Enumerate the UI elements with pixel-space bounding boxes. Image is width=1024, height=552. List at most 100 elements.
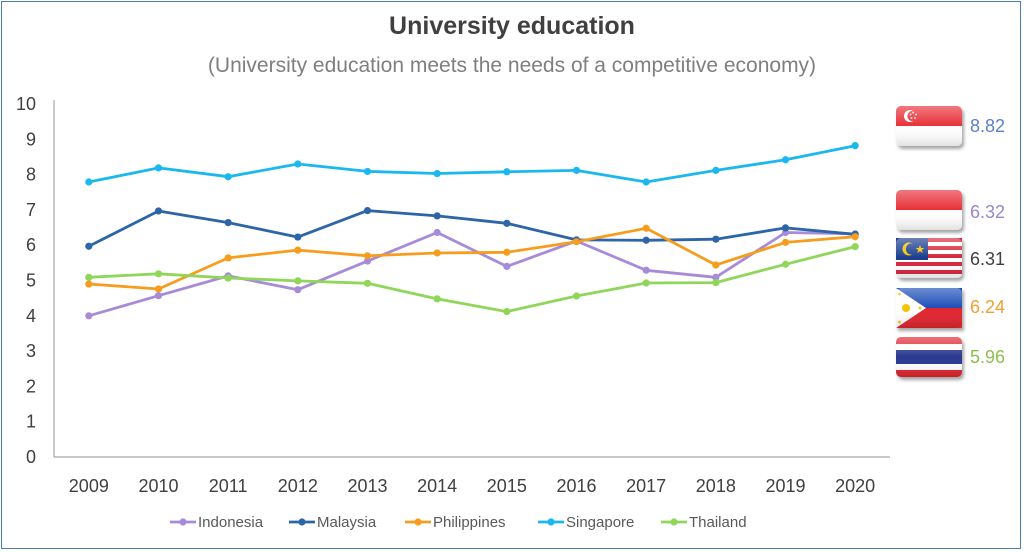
flag-value-singapore: 8.82 xyxy=(970,116,1005,136)
data-point-malaysia xyxy=(433,212,441,220)
data-point-philippines xyxy=(433,249,441,257)
data-point-thailand xyxy=(503,307,511,316)
x-tick-label: 2009 xyxy=(69,476,109,496)
data-point-thailand xyxy=(642,279,650,287)
x-tick-label: 2013 xyxy=(347,476,387,496)
data-point-thailand xyxy=(433,295,441,303)
data-point-singapore xyxy=(294,160,302,168)
legend-item-thailand: Thailand xyxy=(661,514,747,531)
data-point-malaysia xyxy=(294,233,302,241)
y-tick-label: 9 xyxy=(26,129,36,149)
x-tick-label: 2015 xyxy=(487,476,527,496)
series-line-malaysia xyxy=(88,209,856,248)
data-point-indonesia xyxy=(85,312,93,320)
legend-label: Singapore xyxy=(566,514,634,531)
data-point-philippines xyxy=(154,285,163,293)
data-point-singapore xyxy=(85,178,93,186)
y-tick-label: 8 xyxy=(26,165,36,185)
data-point-thailand xyxy=(154,270,163,278)
data-point-singapore xyxy=(154,164,163,172)
data-point-indonesia xyxy=(712,273,720,281)
data-point-malaysia xyxy=(224,219,232,227)
series-line-singapore xyxy=(88,144,856,184)
legend-item-singapore: Singapore xyxy=(538,514,634,531)
y-tick-label: 7 xyxy=(26,200,36,220)
data-point-philippines xyxy=(781,238,790,246)
data-point-singapore xyxy=(503,168,511,176)
y-tick-label: 6 xyxy=(26,235,36,255)
data-point-philippines xyxy=(294,246,302,254)
data-point-thailand xyxy=(363,279,372,287)
data-point-singapore xyxy=(781,156,790,164)
y-tick-label: 5 xyxy=(26,271,36,291)
data-point-indonesia xyxy=(433,228,441,237)
legend-marker xyxy=(298,518,306,526)
x-tick-label: 2010 xyxy=(138,476,178,496)
y-tick-label: 1 xyxy=(26,412,36,432)
x-tick-label: 2019 xyxy=(765,476,805,496)
data-point-indonesia xyxy=(363,257,372,265)
y-tick-label: 0 xyxy=(26,447,36,467)
data-point-malaysia xyxy=(85,242,93,250)
x-tick-label: 2017 xyxy=(626,476,666,496)
data-point-singapore xyxy=(433,169,441,178)
legend-marker xyxy=(670,518,678,526)
x-tick-label: 2016 xyxy=(556,476,596,496)
legend-marker xyxy=(414,518,422,526)
y-tick-label: 10 xyxy=(16,94,36,114)
legend-marker xyxy=(547,518,555,526)
data-point-philippines xyxy=(224,254,232,262)
x-tick-label: 2020 xyxy=(835,476,875,496)
legend-item-indonesia: Indonesia xyxy=(170,514,264,531)
data-point-singapore xyxy=(224,173,232,181)
thailand-flag-icon xyxy=(896,337,962,377)
data-point-singapore xyxy=(712,166,720,174)
data-point-philippines xyxy=(642,224,650,232)
singapore-flag-icon xyxy=(896,106,962,146)
legend-label: Indonesia xyxy=(198,514,264,531)
y-tick-label: 3 xyxy=(26,341,36,361)
flag-value-thailand: 5.96 xyxy=(970,347,1005,367)
series-line-indonesia xyxy=(88,231,856,318)
series-line-philippines xyxy=(88,226,856,291)
data-point-thailand xyxy=(572,292,581,300)
flag-value-malaysia: 6.31 xyxy=(970,249,1005,269)
series-line-thailand xyxy=(88,245,856,314)
chart-subtitle: (University education meets the needs of… xyxy=(207,54,817,77)
data-point-thailand xyxy=(224,274,232,282)
x-tick-label: 2014 xyxy=(417,476,457,496)
data-point-indonesia xyxy=(154,292,163,300)
philippines-flag-icon xyxy=(896,288,962,328)
x-tick-label: 2018 xyxy=(696,476,736,496)
data-point-malaysia xyxy=(154,207,163,215)
data-point-malaysia xyxy=(781,224,790,232)
y-tick-label: 2 xyxy=(26,376,36,396)
data-point-philippines xyxy=(503,248,511,256)
flag-value-philippines: 6.24 xyxy=(970,297,1005,317)
legend-label: Malaysia xyxy=(317,514,377,531)
data-point-indonesia xyxy=(642,266,650,274)
legend-label: Thailand xyxy=(689,514,747,531)
data-point-thailand xyxy=(712,279,720,287)
indonesia-flag-icon xyxy=(896,190,962,230)
data-point-thailand xyxy=(85,273,93,281)
x-tick-label: 2011 xyxy=(209,476,248,496)
malaysia-flag-icon xyxy=(896,238,962,278)
legend-label: Philippines xyxy=(433,514,506,531)
data-point-indonesia xyxy=(503,262,511,270)
legend-marker xyxy=(179,518,187,526)
data-point-malaysia xyxy=(642,236,650,244)
data-point-singapore xyxy=(851,142,859,150)
x-tick-label: 2012 xyxy=(278,476,318,496)
data-point-malaysia xyxy=(712,235,720,243)
data-point-philippines xyxy=(363,252,372,260)
data-point-philippines xyxy=(712,261,720,269)
legend-item-malaysia: Malaysia xyxy=(289,514,377,531)
y-tick-label: 4 xyxy=(26,306,36,326)
flag-value-indonesia: 6.32 xyxy=(970,202,1005,222)
data-point-malaysia xyxy=(363,207,372,215)
data-point-singapore xyxy=(363,167,372,176)
data-point-singapore xyxy=(642,178,650,186)
data-point-philippines xyxy=(85,280,93,288)
